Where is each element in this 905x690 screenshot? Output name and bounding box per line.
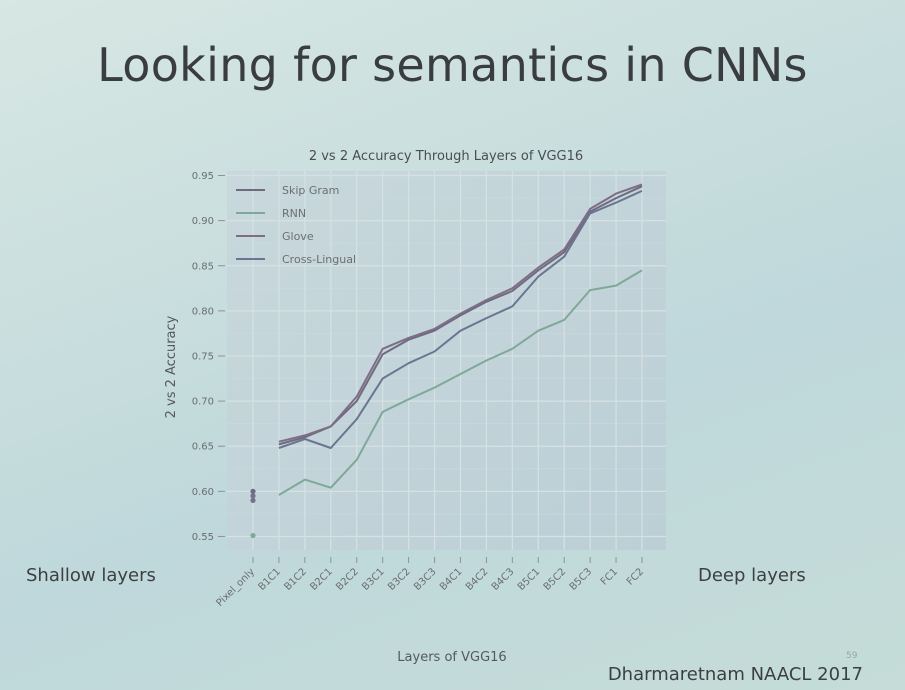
pixel-only-points (250, 488, 256, 539)
y-tick-label: 0.70 (192, 397, 214, 408)
y-tick-label: 0.65 (192, 442, 214, 453)
y-tick-label: 0.85 (192, 261, 214, 272)
series-group (278, 183, 643, 496)
pixel-only-point (250, 488, 256, 494)
deep-layers-label: Deep layers (698, 565, 806, 586)
y-tick-label: 0.55 (192, 532, 214, 543)
x-tick-label: B4C1 (438, 566, 465, 593)
y-tick-label: 0.75 (192, 351, 214, 362)
y-axis-ticks: 0.55 0.60 0.65 0.70 0.75 0.80 0.85 0.90 0.95 (192, 171, 225, 543)
x-tick-label: Pixel_only (214, 566, 257, 609)
series-line (278, 189, 643, 449)
x-tick-label: B3C3 (412, 566, 439, 593)
chart-title: 2 vs 2 Accuracy Through Layers of VGG16 (309, 149, 583, 164)
x-tick-label: FC2 (625, 566, 646, 587)
legend-entry-label: Skip Gram (282, 184, 339, 197)
legend-entry-label: Cross-Lingual (282, 253, 356, 266)
pixel-only-point (250, 532, 256, 539)
series-line (278, 183, 643, 443)
legend-entry-label: Glove (282, 230, 314, 243)
x-tick-label: B5C3 (568, 566, 595, 593)
slide-title: Looking for semantics in CNNs (97, 38, 808, 92)
x-tick-label: B3C2 (386, 566, 413, 593)
x-axis-label: Layers of VGG16 (397, 650, 506, 665)
y-axis-label: 2 vs 2 Accuracy (164, 315, 179, 418)
x-tick-label: B4C2 (464, 566, 491, 593)
y-tick-label: 0.95 (192, 171, 214, 182)
x-tick-label: B2C1 (308, 566, 335, 593)
x-tick-label: B1C1 (256, 566, 283, 593)
pixel-only-point (250, 497, 256, 503)
y-tick-label: 0.80 (192, 306, 214, 317)
y-tick-label: 0.90 (192, 216, 214, 227)
x-axis-ticks: Pixel_only B1C1 B1C2 B2C1 B2C2 B3C1 B3C2 B3C3 B4… (214, 557, 646, 609)
legend: Skip Gram RNN Glove Cross-Lingual (236, 184, 356, 266)
citation: Dharmaretnam NAACL 2017 (607, 664, 863, 685)
series-line (278, 269, 643, 496)
x-tick-label: B4C3 (490, 566, 517, 593)
plot-panel (227, 171, 666, 550)
x-tick-label: B5C1 (516, 566, 543, 593)
grid (227, 171, 666, 550)
x-tick-label: FC1 (599, 566, 620, 587)
x-tick-label: B5C2 (542, 566, 569, 593)
x-tick-label: B2C2 (334, 566, 361, 593)
pixel-only-point (250, 493, 256, 499)
shallow-layers-label: Shallow layers (26, 565, 156, 586)
legend-entry-label: RNN (282, 207, 306, 220)
x-tick-label: B3C1 (360, 566, 387, 593)
slide-number: 59 (846, 651, 858, 661)
x-tick-label: B1C2 (282, 566, 309, 593)
y-tick-label: 0.60 (192, 487, 214, 498)
